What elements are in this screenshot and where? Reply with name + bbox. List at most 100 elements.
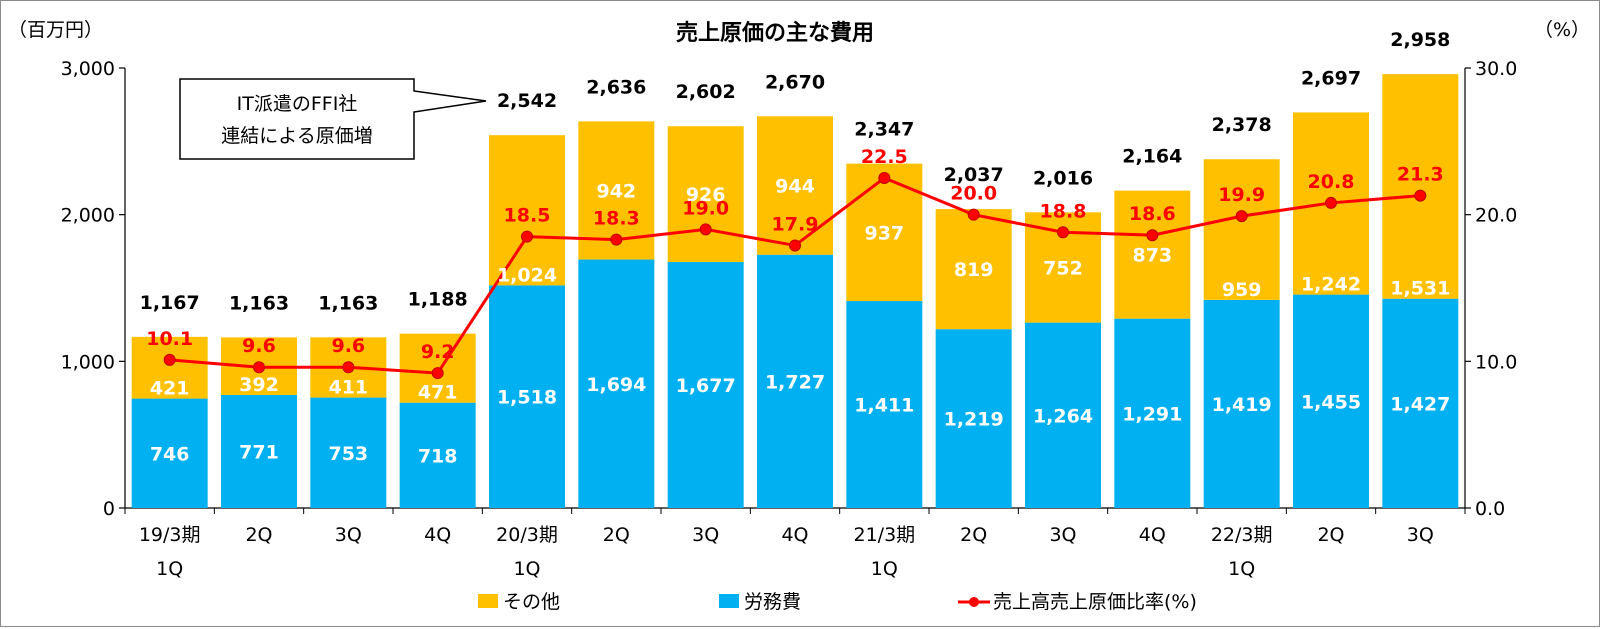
bar-labor (489, 285, 565, 508)
bar-other (757, 116, 833, 255)
x-tick-label-sub: 1Q (871, 558, 898, 580)
bar-labor (1203, 299, 1280, 508)
annotation-callout-shape (179, 78, 487, 160)
bar-other (131, 336, 208, 399)
bar-labor (1025, 322, 1101, 508)
bar-labor (1114, 318, 1191, 508)
right-tick-label: 20.0 (1475, 205, 1517, 227)
ratio-marker (1414, 189, 1427, 202)
bar-total-label: 1,167 (140, 292, 200, 314)
bar-total-label: 2,164 (1122, 146, 1182, 168)
x-tick-label: 2Q (603, 524, 630, 546)
left-tick-label: 2,000 (61, 205, 115, 227)
ratio-label: 21.3 (1397, 164, 1444, 186)
legend: その他 労務費 売上高売上原価比率(%) (478, 591, 1197, 613)
bar-label-other: 819 (954, 259, 994, 281)
bar-total-label: 2,697 (1301, 67, 1361, 89)
bar-label-labor: 1,727 (765, 371, 825, 393)
bar-label-other: 873 (1132, 245, 1172, 267)
right-tick-label: 0.0 (1475, 498, 1505, 520)
left-tick-label: 3,000 (61, 58, 115, 80)
annotation-line-1: IT派遣のFFI社 (237, 93, 358, 115)
ratio-label: 9.6 (242, 335, 276, 357)
x-tick-label-sub: 1Q (513, 558, 540, 580)
bar-total-label: 2,958 (1390, 29, 1450, 51)
data-labels: 746 421 1,167 771 392 1,163 753 411 1,163 718 471 1… (140, 29, 1451, 467)
bar-total-label: 2,347 (854, 119, 914, 141)
x-tick-label: 3Q (335, 524, 362, 546)
x-tick-label: 21/3期 (853, 524, 915, 546)
ratio-marker (431, 367, 444, 380)
bar-label-labor: 1,219 (944, 409, 1004, 431)
bar-label-labor: 1,411 (854, 395, 914, 417)
x-tick-label: 4Q (781, 524, 808, 546)
x-tick-label: 2Q (245, 524, 272, 546)
ratio-label: 18.3 (593, 208, 640, 230)
bar-labor (667, 262, 744, 508)
ratio-marker (521, 230, 533, 243)
bar-label-labor: 1,419 (1212, 394, 1272, 416)
bar-labor (399, 402, 476, 508)
bar-total-label: 2,542 (497, 90, 557, 112)
bar-label-labor: 1,264 (1033, 405, 1093, 427)
chart-title: 売上原価の主な費用 (676, 20, 874, 46)
ratio-label: 20.8 (1308, 171, 1355, 193)
bar-other (846, 163, 923, 302)
ratio-label: 18.5 (504, 205, 551, 227)
bar-labor (578, 259, 655, 508)
legend-label-other: その他 (503, 591, 560, 613)
right-tick-label: 10.0 (1475, 351, 1517, 373)
bar-label-other: 944 (775, 175, 815, 197)
annotation-callout: IT派遣のFFI社 連結による原価増 (179, 78, 487, 160)
x-tick-label: 19/3期 (139, 524, 201, 546)
legend-label-labor: 労務費 (744, 591, 801, 613)
legend-swatch-ratio-marker (969, 597, 979, 607)
bar-total-label: 2,016 (1033, 167, 1093, 189)
bar-labor (310, 397, 387, 508)
bar-labor (1382, 298, 1459, 508)
bar-label-labor: 1,291 (1122, 403, 1182, 425)
bar-total-label: 2,670 (765, 71, 825, 93)
ratio-marker (967, 208, 980, 221)
bar-label-labor: 746 (150, 443, 190, 465)
ratio-label: 20.0 (950, 183, 997, 205)
ratio-marker (253, 361, 265, 374)
bar-total-label: 1,188 (408, 289, 468, 311)
bar-label-other: 392 (239, 374, 279, 396)
bars (131, 74, 1459, 508)
bar-other (667, 126, 744, 263)
ratio-marker (1057, 226, 1069, 239)
bar-other (1382, 74, 1459, 299)
bar-label-labor: 718 (418, 445, 458, 467)
ratio-marker (163, 353, 176, 366)
ratio-label: 18.6 (1129, 203, 1176, 225)
ratio-label: 18.8 (1040, 200, 1087, 222)
bar-other (1203, 159, 1280, 300)
bar-labor (935, 329, 1012, 508)
bar-label-other: 411 (328, 377, 368, 399)
bar-total-label: 2,636 (586, 76, 646, 98)
legend-label-ratio: 売上高売上原価比率(%) (993, 591, 1197, 613)
bar-labor (221, 394, 297, 508)
bar-label-labor: 1,694 (586, 374, 646, 396)
x-tick-label: 22/3期 (1211, 524, 1273, 546)
bar-label-other: 421 (150, 378, 190, 400)
left-tick-label: 0 (103, 498, 115, 520)
ratio-marker (1235, 210, 1248, 223)
x-tick-label: 4Q (1139, 524, 1166, 546)
ratio-marker (610, 233, 623, 246)
x-tick-label: 3Q (1049, 524, 1076, 546)
x-tick-label: 20/3期 (496, 524, 558, 546)
x-tick-label-sub: 1Q (156, 558, 183, 580)
x-tick-label: 2Q (1317, 524, 1344, 546)
bar-label-other: 1,024 (497, 264, 557, 286)
ratio-label: 17.9 (772, 213, 819, 235)
left-axis-unit: （百万円） (8, 19, 103, 41)
bar-labor (757, 254, 833, 508)
bar-label-other: 942 (596, 180, 636, 202)
bar-label-other: 471 (418, 382, 458, 404)
ratio-marker (342, 361, 355, 374)
legend-swatch-labor (719, 594, 739, 608)
